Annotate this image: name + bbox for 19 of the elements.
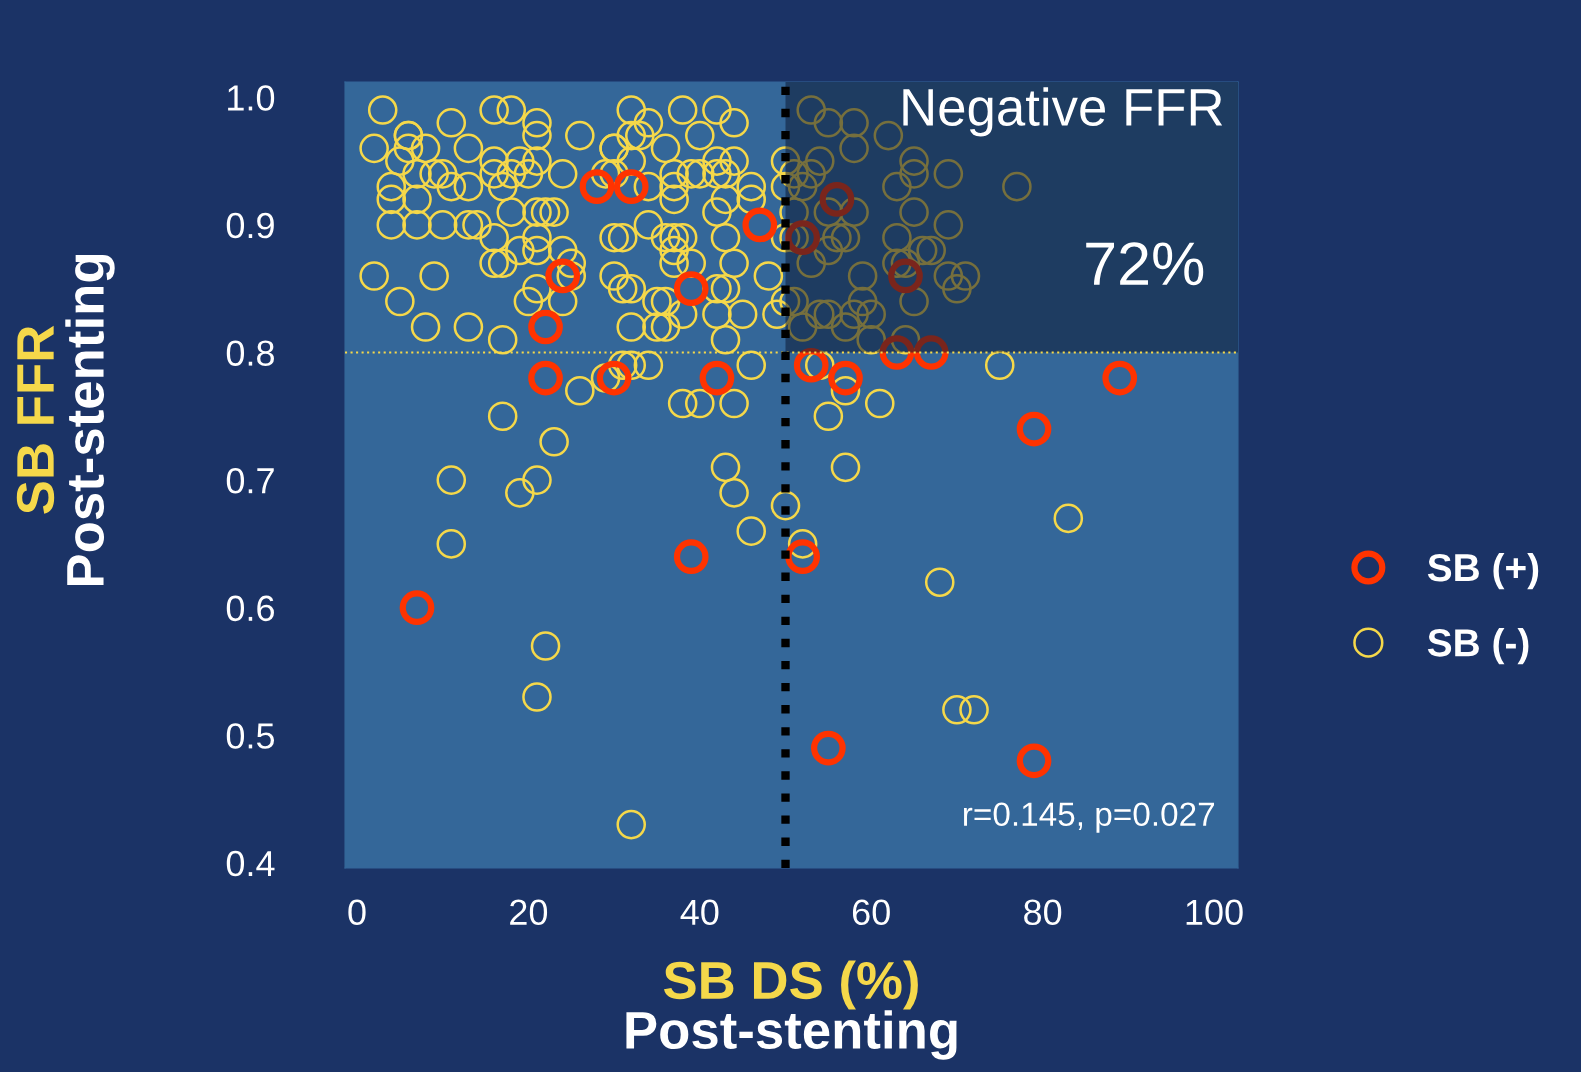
y-tick-label: 0.8 — [226, 340, 274, 366]
x-tick-label: 40 — [680, 899, 719, 926]
x-tick-label: 80 — [1024, 899, 1062, 926]
text: Negative FFR 72% — [903, 87, 1223, 286]
x-tick-label: 60 — [852, 899, 890, 926]
y-tick-label: 1.0 — [228, 85, 275, 111]
legend-label: SB (-) — [1427, 628, 1529, 665]
y-tick-label: 0.9 — [226, 212, 274, 239]
x-tick-label: 100 — [1186, 899, 1243, 926]
x-axis-title: SB DS (%) Post-stenting — [626, 960, 957, 1060]
annotation: r=0.145, p=0.027 — [963, 802, 1215, 833]
x-tick-label: 20 — [510, 899, 548, 926]
y-tick-label: 0.6 — [226, 595, 274, 622]
legend-label: SB (+) — [1427, 552, 1539, 590]
y-tick-label: 0.5 — [226, 723, 275, 749]
y-axis-title: SB FFR Post-stenting — [16, 254, 115, 586]
y-tick-label: 0.7 — [226, 467, 274, 494]
x-tick-label: 0 — [348, 899, 366, 926]
y-tick-label: 0.4 — [226, 850, 275, 877]
